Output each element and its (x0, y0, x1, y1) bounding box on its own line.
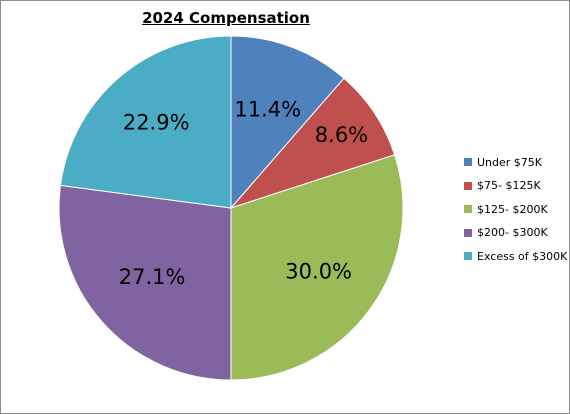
data-label-1: 11.4% (234, 98, 301, 122)
legend-label: Excess of $300K (477, 249, 568, 263)
pie-slice-4 (58, 184, 232, 381)
legend-label: $125- $200K (477, 202, 548, 216)
legend-label: Under $75K (477, 155, 543, 169)
legend-swatch (464, 158, 472, 166)
legend-item-2: $75- $125K (464, 179, 567, 192)
legend-swatch (464, 181, 472, 190)
pie-slice-2 (229, 77, 396, 210)
legend-swatch (464, 205, 472, 213)
pie-slice-1 (230, 35, 345, 210)
legend: Under $75K $75- $125K $125- $200K $200- $30… (464, 156, 567, 274)
legend-swatch (464, 252, 472, 260)
legend-item-3: $125- $200K (464, 202, 567, 216)
legend-swatch (464, 228, 472, 237)
data-label-3: 30.0% (285, 260, 352, 284)
pie-slice-5 (59, 35, 232, 209)
data-label-4: 27.1% (119, 265, 186, 289)
data-label-2: 8.6% (315, 123, 368, 147)
legend-label: $200- $300K (477, 226, 548, 239)
pie-slice-3 (230, 154, 404, 381)
legend-label: $75- $125K (477, 179, 541, 192)
legend-item-5: Excess of $300K (464, 249, 568, 263)
legend-item-1: Under $75K (464, 155, 567, 169)
data-label-5: 22.9% (123, 111, 190, 135)
legend-item-4: $200- $300K (464, 226, 567, 239)
chart-title: 2024 Compensation (142, 9, 310, 27)
